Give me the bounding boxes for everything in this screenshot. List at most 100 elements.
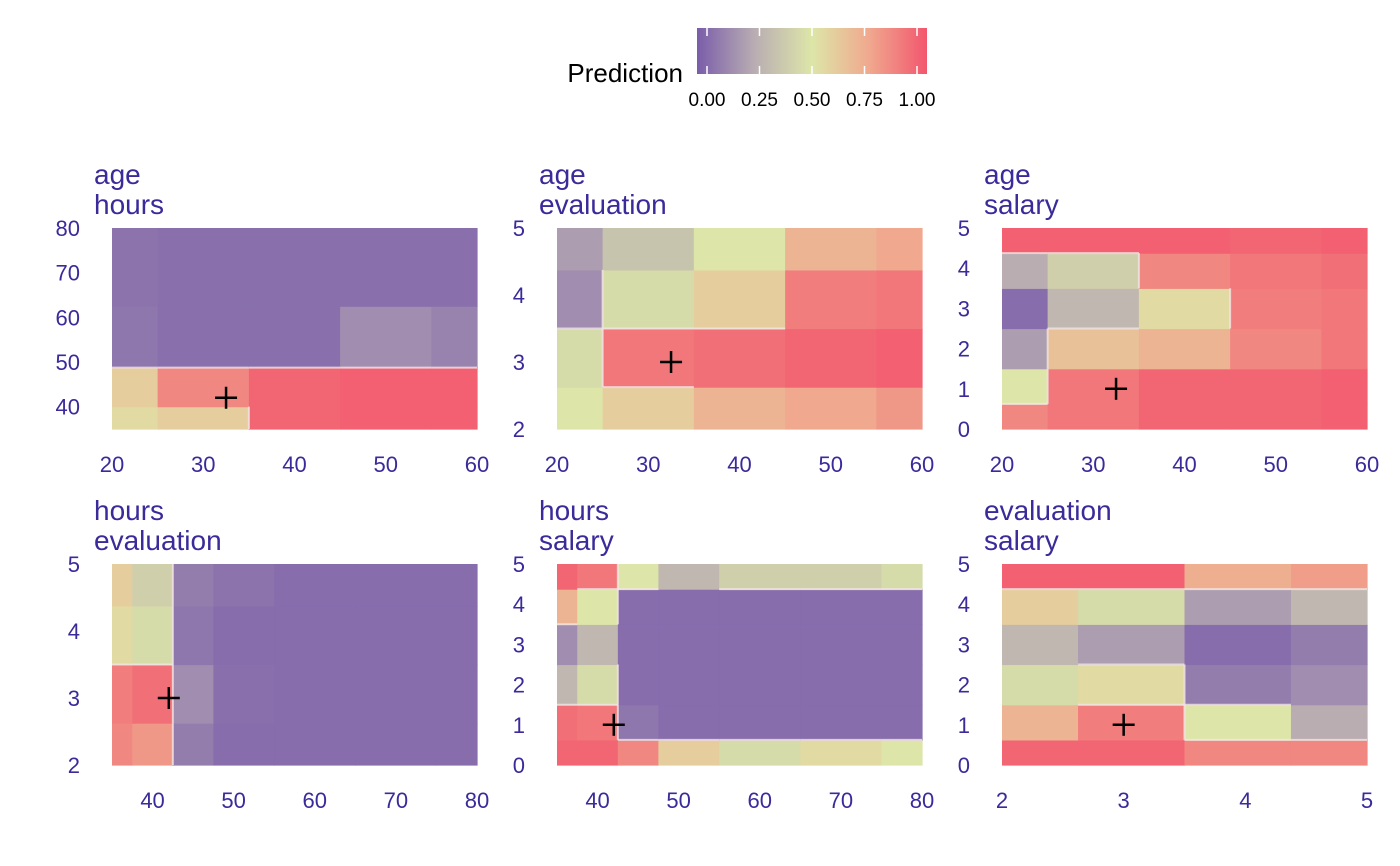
heatmap-cell (1078, 589, 1186, 625)
heatmap-cell (431, 406, 478, 430)
heatmap-cell (617, 704, 659, 741)
heatmap-cell (157, 228, 250, 307)
observation-marker (215, 386, 238, 409)
heatmap-cell (617, 664, 659, 706)
y-tick-label: 2 (513, 673, 525, 698)
x-tick-label: 5 (1361, 788, 1373, 813)
panel-title: evaluation (984, 495, 1112, 526)
y-tick-label: 4 (958, 592, 970, 617)
heatmap-cell (881, 739, 923, 766)
heatmap-cell (1138, 253, 1231, 289)
y-tick-label: 3 (958, 632, 970, 657)
x-tick-label: 2 (996, 788, 1008, 813)
heatmap-cell (1230, 328, 1322, 370)
heatmap-cell (1290, 704, 1368, 741)
panel-title: hours (539, 495, 609, 526)
observation-marker (660, 351, 683, 373)
heatmap-cell (719, 624, 801, 666)
x-tick-label: 4 (1239, 788, 1251, 813)
heatmap-cell (157, 367, 250, 408)
panel-title: evaluation (539, 189, 667, 220)
x-tick-label: 40 (727, 452, 751, 477)
y-tick-label: 0 (513, 753, 525, 778)
panel-title: age (984, 159, 1031, 190)
heatmap-cell (213, 605, 275, 666)
heatmap-cell (1002, 368, 1049, 405)
heatmap-cell (557, 328, 604, 388)
heatmap-cell (1002, 253, 1049, 289)
y-tick-label: 3 (958, 296, 970, 321)
heatmap-cell (602, 269, 695, 330)
y-tick-label: 4 (68, 619, 80, 644)
heatmap-cell (1184, 624, 1292, 666)
heatmap-cell (577, 664, 619, 706)
heatmap-cell (1002, 664, 1079, 706)
heatmap-cell (248, 306, 341, 369)
heatmap-cell (1002, 589, 1079, 625)
heatmap-cell (719, 589, 801, 625)
heatmap-cell (557, 564, 578, 590)
y-tick-label: 1 (513, 713, 525, 738)
heatmap-cell (693, 328, 786, 388)
heatmap-cell (617, 624, 659, 666)
heatmap-cell (1002, 228, 1049, 254)
y-tick-label: 5 (958, 552, 970, 577)
heatmap-cell (557, 269, 604, 330)
x-tick-label: 30 (1081, 452, 1105, 477)
heatmap-cell (1138, 228, 1231, 254)
panel-title: evaluation (94, 525, 222, 556)
x-tick-label: 50 (221, 788, 245, 813)
heatmap-cell (355, 564, 438, 607)
heatmap-cell (274, 564, 356, 607)
heatmap-cell (1184, 564, 1292, 590)
heatmap-cell (436, 723, 478, 766)
heatmap-cell (355, 664, 438, 724)
heatmap-cell (602, 387, 695, 430)
heatmap-cell (213, 564, 275, 607)
x-tick-label: 60 (748, 788, 772, 813)
heatmap-cell (881, 664, 923, 706)
heatmap-cell (800, 704, 883, 741)
heatmap-cell (1290, 664, 1368, 706)
legend-tick-label: 0.25 (741, 90, 778, 111)
heatmap-cell (132, 664, 174, 724)
y-tick-label: 40 (56, 395, 80, 420)
x-tick-label: 60 (465, 452, 489, 477)
y-tick-label: 80 (56, 216, 80, 241)
heatmap-cell (248, 228, 341, 307)
legend-title: Prediction (567, 58, 683, 88)
heatmap-cell (658, 739, 720, 766)
x-tick-label: 60 (1355, 452, 1379, 477)
heatmap-cell (658, 564, 720, 590)
heatmap-cell (719, 564, 801, 590)
heatmap-cell (658, 704, 720, 741)
legend-tick-label: 0.75 (846, 90, 883, 111)
heatmap-cell (213, 664, 275, 724)
y-tick-label: 4 (513, 283, 525, 308)
x-tick-label: 60 (303, 788, 327, 813)
heatmap-cell (617, 564, 659, 590)
heatmap-cell (1290, 624, 1368, 666)
observation-marker (1112, 713, 1135, 736)
x-tick-label: 70 (829, 788, 853, 813)
heatmap-cell (1078, 739, 1186, 766)
heatmap-cell (1002, 739, 1079, 766)
heatmap-cell (719, 739, 801, 766)
y-tick-label: 70 (56, 261, 80, 286)
heatmap-cell (340, 306, 432, 369)
heatmap-cell (557, 739, 578, 766)
heatmap-cell (1321, 253, 1368, 289)
heatmap-cell (557, 664, 578, 706)
panel-title: salary (984, 189, 1059, 220)
heatmap-cell (1078, 664, 1186, 706)
heatmap-cell (1321, 403, 1368, 430)
x-tick-label: 30 (636, 452, 660, 477)
heatmap-cell (800, 589, 883, 625)
x-tick-label: 40 (140, 788, 164, 813)
y-tick-label: 50 (56, 350, 80, 375)
x-tick-label: 40 (1172, 452, 1196, 477)
heatmap-cell (617, 739, 659, 766)
x-tick-label: 70 (384, 788, 408, 813)
x-tick-label: 50 (666, 788, 690, 813)
